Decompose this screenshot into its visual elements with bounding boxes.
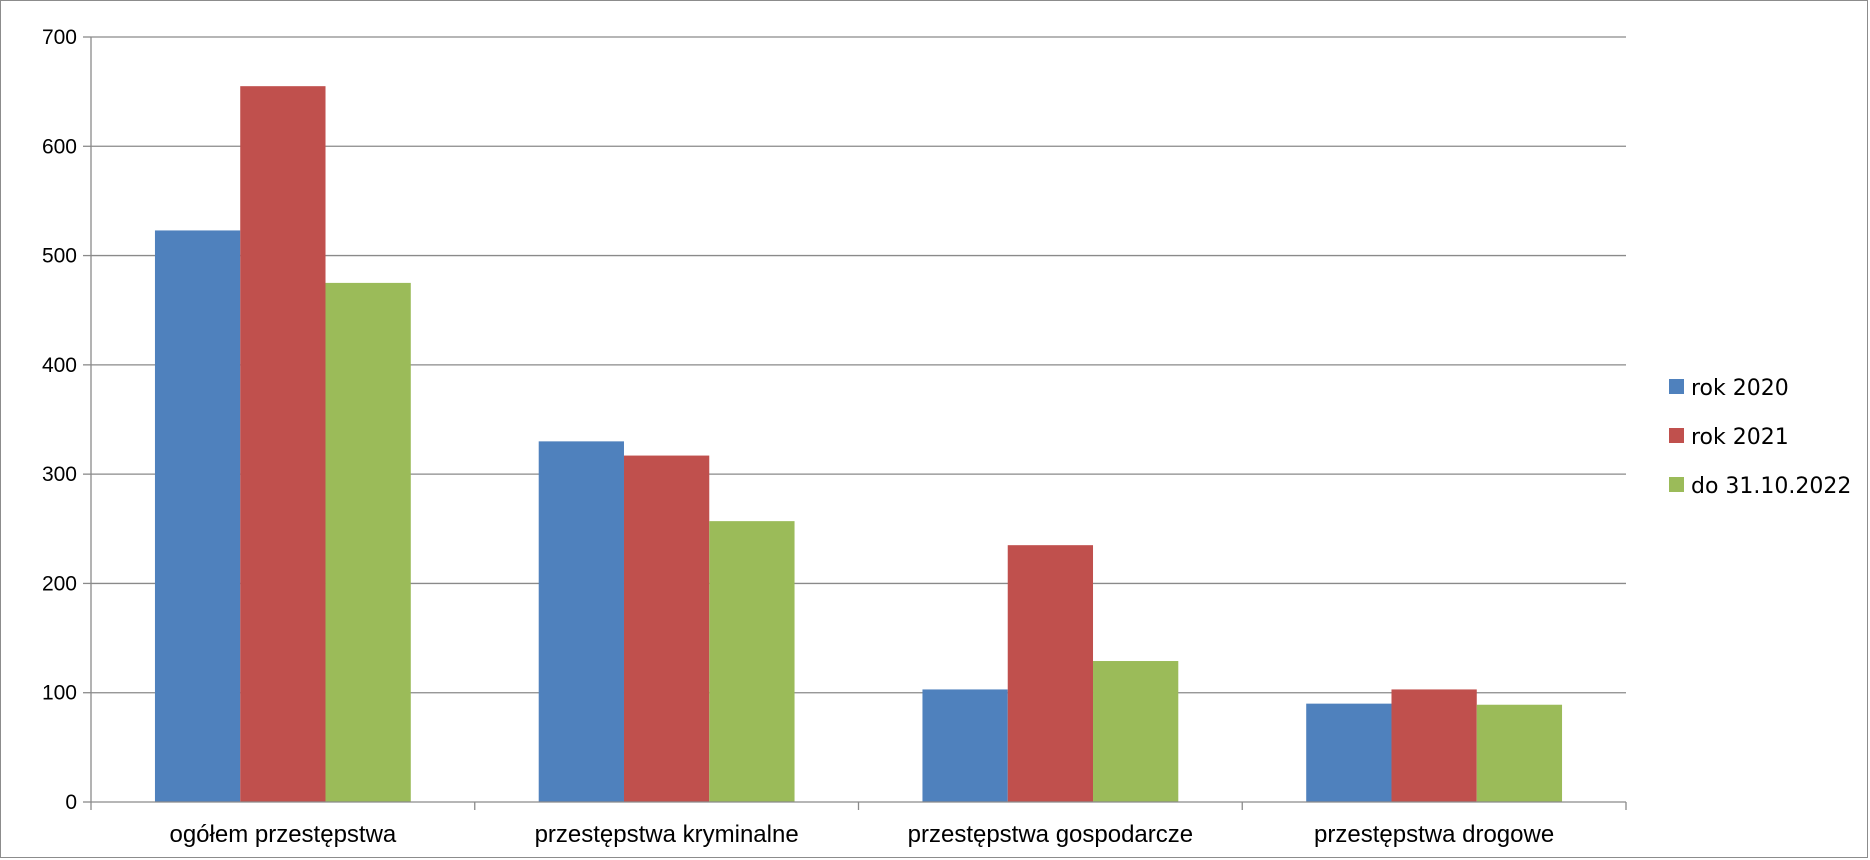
y-tick-label: 700: [42, 26, 77, 49]
bar: [709, 521, 795, 802]
y-tick-label: 100: [42, 682, 77, 705]
x-category-label: ogółem przestępstwa: [169, 821, 396, 848]
bar: [538, 441, 624, 802]
legend-label: rok 2020: [1691, 376, 1789, 401]
legend-label: rok 2021: [1691, 425, 1789, 450]
legend-swatch: [1669, 428, 1684, 443]
bar: [1306, 703, 1392, 802]
bar: [1391, 689, 1477, 802]
y-tick-label: 200: [42, 572, 77, 595]
x-category-label: przestępstwa gospodarcze: [908, 821, 1194, 848]
y-tick-label: 400: [42, 354, 77, 377]
x-category-label: przestępstwa kryminalne: [535, 821, 799, 848]
y-tick-label: 0: [65, 791, 77, 814]
bar: [154, 230, 241, 802]
bar: [623, 455, 710, 802]
y-tick-label: 500: [42, 245, 77, 268]
legend-label: do 31.10.2022: [1691, 474, 1851, 499]
y-tick-label: 300: [42, 463, 77, 486]
bar: [240, 86, 326, 802]
bar: [922, 689, 1008, 802]
legend: rok 2020 rok 2021 do 31.10.2022: [1669, 376, 1851, 499]
bar: [1007, 545, 1094, 802]
bar: [1476, 704, 1563, 802]
bars: [154, 86, 1563, 803]
legend-swatch: [1669, 477, 1684, 492]
bar: [325, 282, 411, 803]
legend-swatch: [1669, 379, 1684, 394]
bar: [1093, 661, 1179, 802]
y-tick-label: 600: [42, 135, 77, 158]
axes: 0 100 200 300 400 500 600 700 ogółem przestępstw…: [42, 26, 1627, 848]
x-category-label: przestępstwa drogowe: [1314, 821, 1554, 848]
